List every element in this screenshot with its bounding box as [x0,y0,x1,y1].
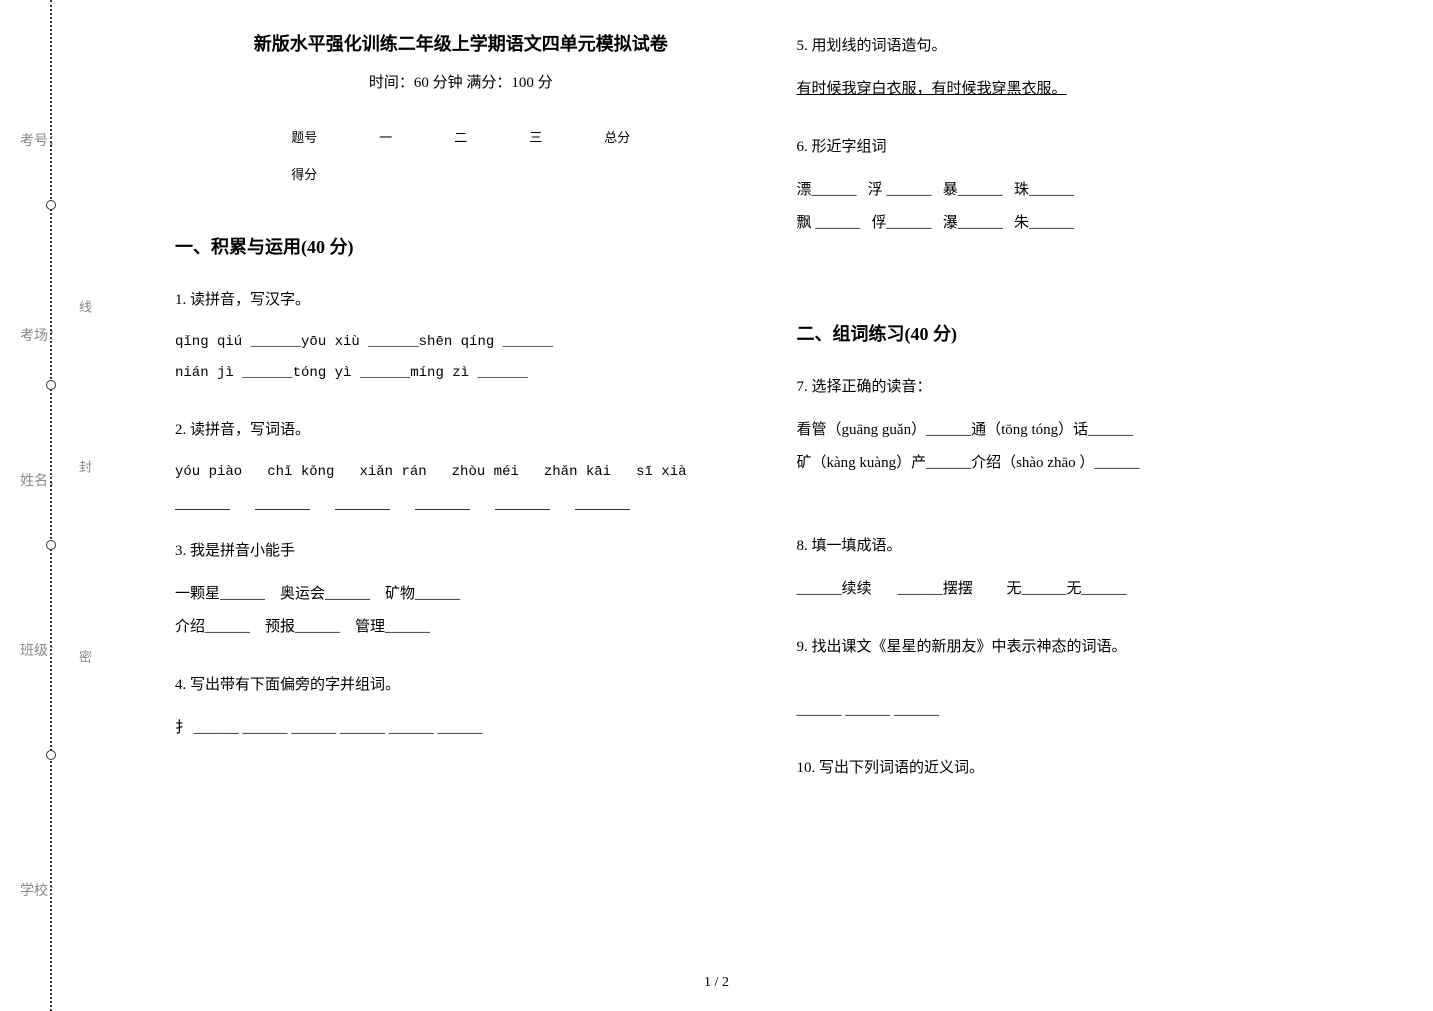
main-content: 新版水平强化训练二年级上学期语文四单元模拟试卷 时间：60 分钟 满分：100 … [110,0,1433,1011]
exam-title: 新版水平强化训练二年级上学期语文四单元模拟试卷 [175,30,747,56]
q6-item: 朱______ [1014,215,1074,231]
margin-label-name: 姓名： [20,470,62,490]
question-2: 2. 读拼音，写词语。 yóu piào chǐ kǒng xiǎn rán z… [175,414,747,511]
q3-line1: 一颗星______ 奥运会______ 矿物______ [175,578,747,611]
q6-row2: 飘 ______ 俘______ 瀑______ 朱______ [797,207,1369,240]
q8-items: ______续续 ______摆摆 无______无______ [797,573,1369,606]
q8-item: ______摆摆 [898,581,973,597]
header-cell: 二 [424,119,497,154]
q6-item: 浮 ______ [868,182,932,198]
exam-subtitle: 时间：60 分钟 满分：100 分 [175,71,747,92]
question-7: 7. 选择正确的读音： 看管（guāng guǎn）______通（tōng t… [797,371,1369,480]
left-column: 新版水平强化训练二年级上学期语文四单元模拟试卷 时间：60 分钟 满分：100 … [150,30,772,981]
blank [335,492,390,510]
q5-sentence: 有时候我穿白衣服，有时候我穿黑衣服。 [797,73,1369,106]
q1-label: 1. 读拼音，写汉字。 [175,284,747,317]
fold-circle [46,750,56,760]
question-6: 6. 形近字组词 漂______ 浮 ______ 暴______ 珠_____… [797,131,1369,240]
q3-item: 管理______ [355,619,430,635]
question-3: 3. 我是拼音小能手 一颗星______ 奥运会______ 矿物______ … [175,535,747,644]
q6-item: 瀑______ [943,215,1003,231]
q6-label: 6. 形近字组词 [797,131,1369,164]
question-10: 10. 写出下列词语的近义词。 [797,752,1369,785]
q9-label: 9. 找出课文《星星的新朋友》中表示神态的词语。 [797,631,1369,664]
q9-blanks: ______ ______ ______ [797,694,1369,727]
fold-circle [46,540,56,550]
q3-item: 预报______ [265,619,340,635]
table-row: 题号 一 二 三 总分 [261,119,660,154]
blank [255,492,310,510]
margin-label-exam-id: 考号： [20,130,62,150]
question-1: 1. 读拼音，写汉字。 qǐng qiú ______yōu xiù _____… [175,284,747,389]
header-cell: 三 [499,119,572,154]
q3-item: 介绍______ [175,619,250,635]
q10-label: 10. 写出下列词语的近义词。 [797,752,1369,785]
right-column: 5. 用划线的词语造句。 有时候我穿白衣服，有时候我穿黑衣服。 6. 形近字组词… [772,30,1394,981]
header-cell: 一 [349,119,422,154]
q7-line2: 矿（kàng kuàng）产______介绍（shào zhāo ）______ [797,447,1369,480]
q6-item: 珠______ [1014,182,1074,198]
q7-line1: 看管（guāng guǎn）______通（tōng tóng）话______ [797,414,1369,447]
q6-row1: 漂______ 浮 ______ 暴______ 珠______ [797,174,1369,207]
q4-label: 4. 写出带有下面偏旁的字并组词。 [175,669,747,702]
q8-label: 8. 填一填成语。 [797,530,1369,563]
q1-line1: qǐng qiú ______yōu xiù ______shēn qíng _… [175,327,747,358]
pinyin-item: zhǎn kāi [544,457,611,488]
pinyin-item: xiǎn rán [359,457,426,488]
q6-item: 漂______ [797,182,857,198]
seal-text-seal: 封 [75,460,94,473]
header-cell: 题号 [261,119,347,154]
pinyin-item: sī xià [636,457,686,488]
blank [575,492,630,510]
q3-line2: 介绍______ 预报______ 管理______ [175,611,747,644]
margin-label-room: 考场： [20,325,62,345]
q5-label: 5. 用划线的词语造句。 [797,30,1369,63]
binding-margin: 考号： 考场： 姓名： 班级： 学校： 线 封 密 [0,0,110,1011]
fold-circle [46,380,56,390]
fold-circle [46,200,56,210]
margin-label-school: 学校： [20,880,62,900]
section2-title: 二、组词练习(40 分) [797,320,1369,346]
pinyin-item: chǐ kǒng [267,457,334,488]
blank [415,492,470,510]
seal-text-line: 线 [75,300,94,313]
header-cell: 总分 [574,119,660,154]
q7-label: 7. 选择正确的读音： [797,371,1369,404]
dotted-fold-line [50,0,52,1011]
q2-pinyin-row: yóu piào chǐ kǒng xiǎn rán zhòu méi zhǎn… [175,457,747,488]
score-table: 题号 一 二 三 总分 得分 [259,117,662,193]
row-label: 得分 [261,156,347,191]
seal-text-secret: 密 [75,650,94,663]
pinyin-item: zhòu méi [452,457,519,488]
q3-item: 矿物______ [385,586,460,602]
q3-label: 3. 我是拼音小能手 [175,535,747,568]
q3-item: 一颗星______ [175,586,265,602]
q6-item: 飘 ______ [797,215,861,231]
section1-title: 一、积累与运用(40 分) [175,233,747,259]
question-4: 4. 写出带有下面偏旁的字并组词。 扌 ______ ______ ______… [175,669,747,745]
q8-item: 无______无______ [1007,581,1127,597]
q3-item: 奥运会______ [280,586,370,602]
blank [175,492,230,510]
q6-item: 暴______ [943,182,1003,198]
blank [495,492,550,510]
q2-blank-row [175,492,747,510]
q8-item: ______续续 [797,581,872,597]
page-number: 1 / 2 [704,975,729,991]
q4-line: 扌 ______ ______ ______ ______ ______ ___… [175,712,747,745]
table-row: 得分 [261,156,660,191]
q6-item: 俘______ [872,215,932,231]
pinyin-item: yóu piào [175,457,242,488]
margin-label-class: 班级： [20,640,62,660]
question-5: 5. 用划线的词语造句。 有时候我穿白衣服，有时候我穿黑衣服。 [797,30,1369,106]
q1-line2: nián jì ______tóng yì ______míng zì ____… [175,358,747,389]
question-8: 8. 填一填成语。 ______续续 ______摆摆 无______无____… [797,530,1369,606]
question-9: 9. 找出课文《星星的新朋友》中表示神态的词语。 ______ ______ _… [797,631,1369,727]
q2-label: 2. 读拼音，写词语。 [175,414,747,447]
